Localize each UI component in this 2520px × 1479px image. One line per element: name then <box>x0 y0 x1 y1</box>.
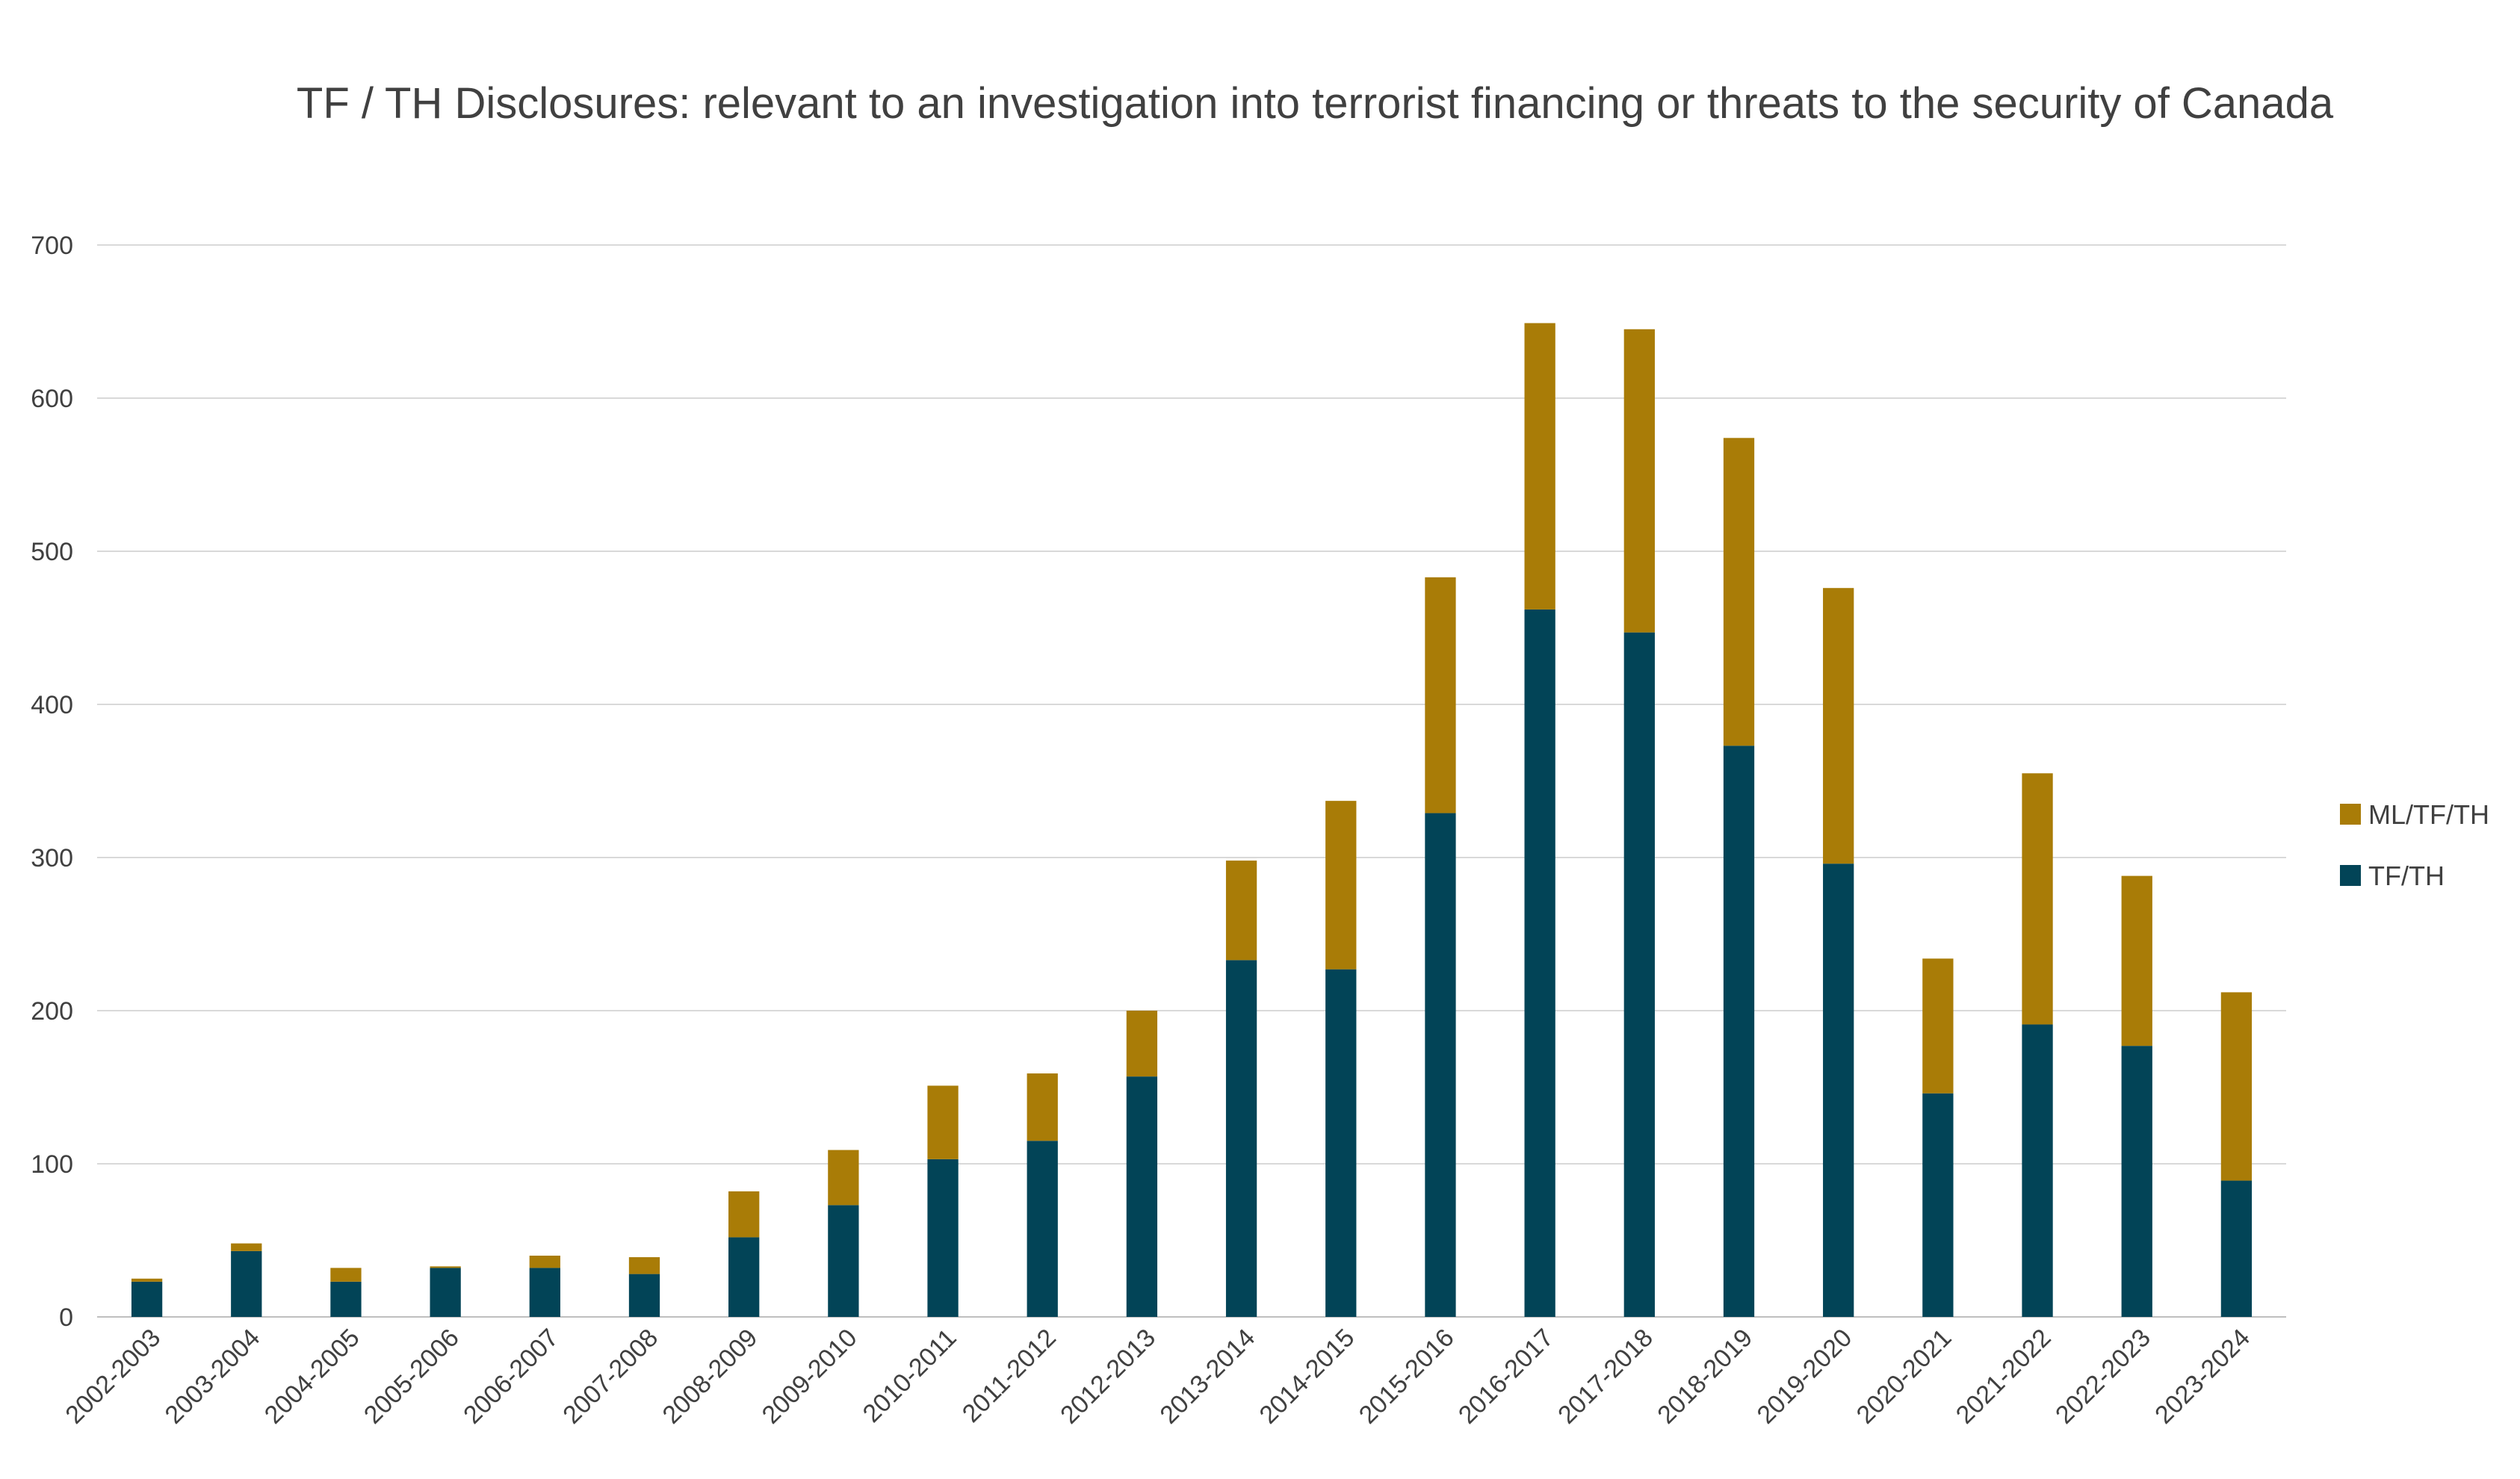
bar-tf-th <box>330 1281 362 1317</box>
bar-tf-th <box>1723 745 1755 1317</box>
x-tick-label: 2006-2007 <box>458 1324 564 1430</box>
bar-ml-tf-th <box>2022 773 2053 1025</box>
bar-ml-tf-th <box>430 1266 461 1268</box>
x-tick-label: 2004-2005 <box>259 1324 365 1430</box>
legend-swatch <box>2340 804 2361 825</box>
y-tick-label: 500 <box>31 538 73 566</box>
x-tick-label: 2003-2004 <box>160 1324 266 1430</box>
bar-tf-th <box>1524 609 1555 1317</box>
bar-tf-th <box>2121 1046 2152 1317</box>
legend-label: TF/TH <box>2368 861 2445 891</box>
bar-ml-tf-th <box>1027 1073 1058 1141</box>
bar-ml-tf-th <box>927 1085 959 1159</box>
gridlines <box>97 244 2286 1318</box>
bar-ml-tf-th <box>2121 875 2152 1047</box>
x-tick-label: 2005-2006 <box>359 1324 465 1430</box>
x-tick-label: 2009-2010 <box>757 1324 863 1430</box>
bar-ml-tf-th <box>1126 1011 1158 1077</box>
x-tick-label: 2016-2017 <box>1453 1324 1559 1430</box>
x-tick-label: 2017-2018 <box>1552 1324 1659 1430</box>
bar-ml-tf-th <box>1325 801 1357 970</box>
bar-ml-tf-th <box>330 1268 362 1282</box>
bar-tf-th <box>2022 1024 2053 1317</box>
bar-tf-th <box>2220 1180 2253 1317</box>
x-tick-label: 2007-2008 <box>557 1324 663 1430</box>
bar-ml-tf-th <box>628 1257 660 1274</box>
bar-ml-tf-th <box>231 1243 262 1251</box>
bar-ml-tf-th <box>828 1150 859 1206</box>
legend-swatch <box>2340 865 2361 886</box>
x-tick-label: 2015-2016 <box>1354 1324 1460 1430</box>
bar-tf-th <box>828 1205 859 1317</box>
bar-tf-th <box>1225 960 1257 1317</box>
x-tick-label: 2002-2003 <box>60 1324 166 1430</box>
y-tick-label: 200 <box>31 997 73 1026</box>
x-tick-label: 2019-2020 <box>1751 1324 1857 1430</box>
y-tick-label: 0 <box>59 1303 73 1332</box>
bar-tf-th <box>728 1237 760 1317</box>
x-tick-label: 2008-2009 <box>657 1324 763 1430</box>
bar-tf-th <box>1623 632 1655 1317</box>
bar-tf-th <box>231 1250 262 1317</box>
bar-ml-tf-th <box>1225 861 1257 961</box>
chart-title: TF / TH Disclosures: relevant to an inve… <box>296 79 2334 128</box>
x-tick-label: 2020-2021 <box>1851 1324 1957 1430</box>
bar-tf-th <box>1027 1141 1058 1317</box>
bar-ml-tf-th <box>1425 577 1456 813</box>
y-tick-label: 300 <box>31 844 73 872</box>
bar-tf-th <box>529 1268 560 1317</box>
bar-tf-th <box>628 1274 660 1317</box>
bar-tf-th <box>430 1268 461 1317</box>
x-tick-label: 2013-2014 <box>1154 1324 1260 1430</box>
bar-tf-th <box>1126 1076 1158 1317</box>
x-tick-label: 2018-2019 <box>1652 1324 1758 1430</box>
x-tick-label: 2010-2011 <box>858 1324 962 1428</box>
bar-ml-tf-th <box>1524 323 1555 610</box>
bar-ml-tf-th <box>529 1256 560 1268</box>
x-tick-label: 2012-2013 <box>1055 1324 1161 1430</box>
bar-tf-th <box>131 1281 163 1317</box>
bar-ml-tf-th <box>1823 588 1854 864</box>
y-tick-label: 600 <box>31 385 73 413</box>
x-tick-label: 2011-2012 <box>957 1324 1062 1428</box>
bars <box>131 323 2253 1317</box>
y-tick-label: 700 <box>31 232 73 260</box>
bar-tf-th <box>1823 863 1854 1317</box>
bar-tf-th <box>927 1159 959 1317</box>
x-tick-label: 2021-2022 <box>1951 1324 2057 1430</box>
x-tick-label: 2022-2023 <box>2050 1324 2156 1430</box>
x-tick-label: 2014-2015 <box>1254 1324 1360 1430</box>
legend: ML/TF/TH TF/TH <box>2340 799 2489 891</box>
bar-tf-th <box>1922 1093 1954 1317</box>
y-tick-label: 100 <box>31 1150 73 1179</box>
bar-tf-th <box>1425 813 1456 1317</box>
bar-ml-tf-th <box>1922 958 1954 1094</box>
bar-ml-tf-th <box>1623 329 1655 633</box>
y-tick-label: 400 <box>31 691 73 719</box>
bar-ml-tf-th <box>131 1278 163 1282</box>
bar-ml-tf-th <box>728 1191 760 1238</box>
bar-ml-tf-th <box>2220 992 2253 1181</box>
legend-label: ML/TF/TH <box>2368 799 2489 830</box>
x-tick-label: 2023-2024 <box>2149 1324 2256 1430</box>
bar-ml-tf-th <box>1723 438 1755 746</box>
bar-tf-th <box>1325 969 1357 1317</box>
